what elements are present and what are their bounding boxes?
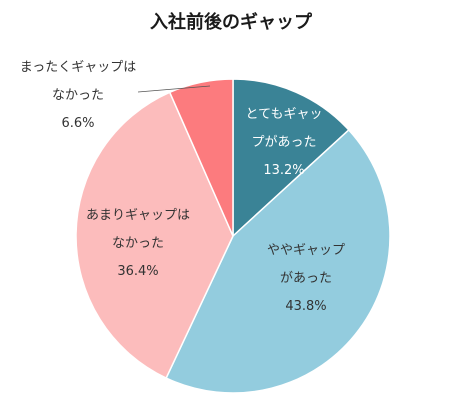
slice-4-value-label: 6.6% xyxy=(61,116,94,131)
slice-3-value-label: 36.4% xyxy=(117,264,158,279)
pie-slice-1 xyxy=(232,78,350,238)
leader-line xyxy=(137,85,211,93)
slice-2-label-line: があった xyxy=(280,271,332,286)
slice-1-value-label: 13.2% xyxy=(263,163,304,178)
slice-2-value-label: 43.8% xyxy=(285,299,326,314)
slice-labels: とてもギャップがあった13.2%ややギャップがあった43.8%あまりギャップはな… xyxy=(20,60,345,314)
pie-slice-3 xyxy=(75,91,234,380)
slice-4-label-line: なかった xyxy=(52,88,104,103)
slice-3-label-line: なかった xyxy=(112,236,164,251)
slice-1-label-line: プがあった xyxy=(251,135,316,150)
pie-slice-2 xyxy=(165,128,391,394)
slice-1-label-line: とてもギャッ xyxy=(246,107,323,122)
slice-4-label-line: まったくギャップは xyxy=(20,60,136,75)
slice-2-label-line: ややギャップ xyxy=(267,243,345,258)
chart-title: 入社前後のギャップ xyxy=(150,11,313,33)
pie-slice-4 xyxy=(168,78,234,237)
pie-slices xyxy=(75,78,391,394)
slice-3-label-line: あまりギャップは xyxy=(86,208,190,223)
